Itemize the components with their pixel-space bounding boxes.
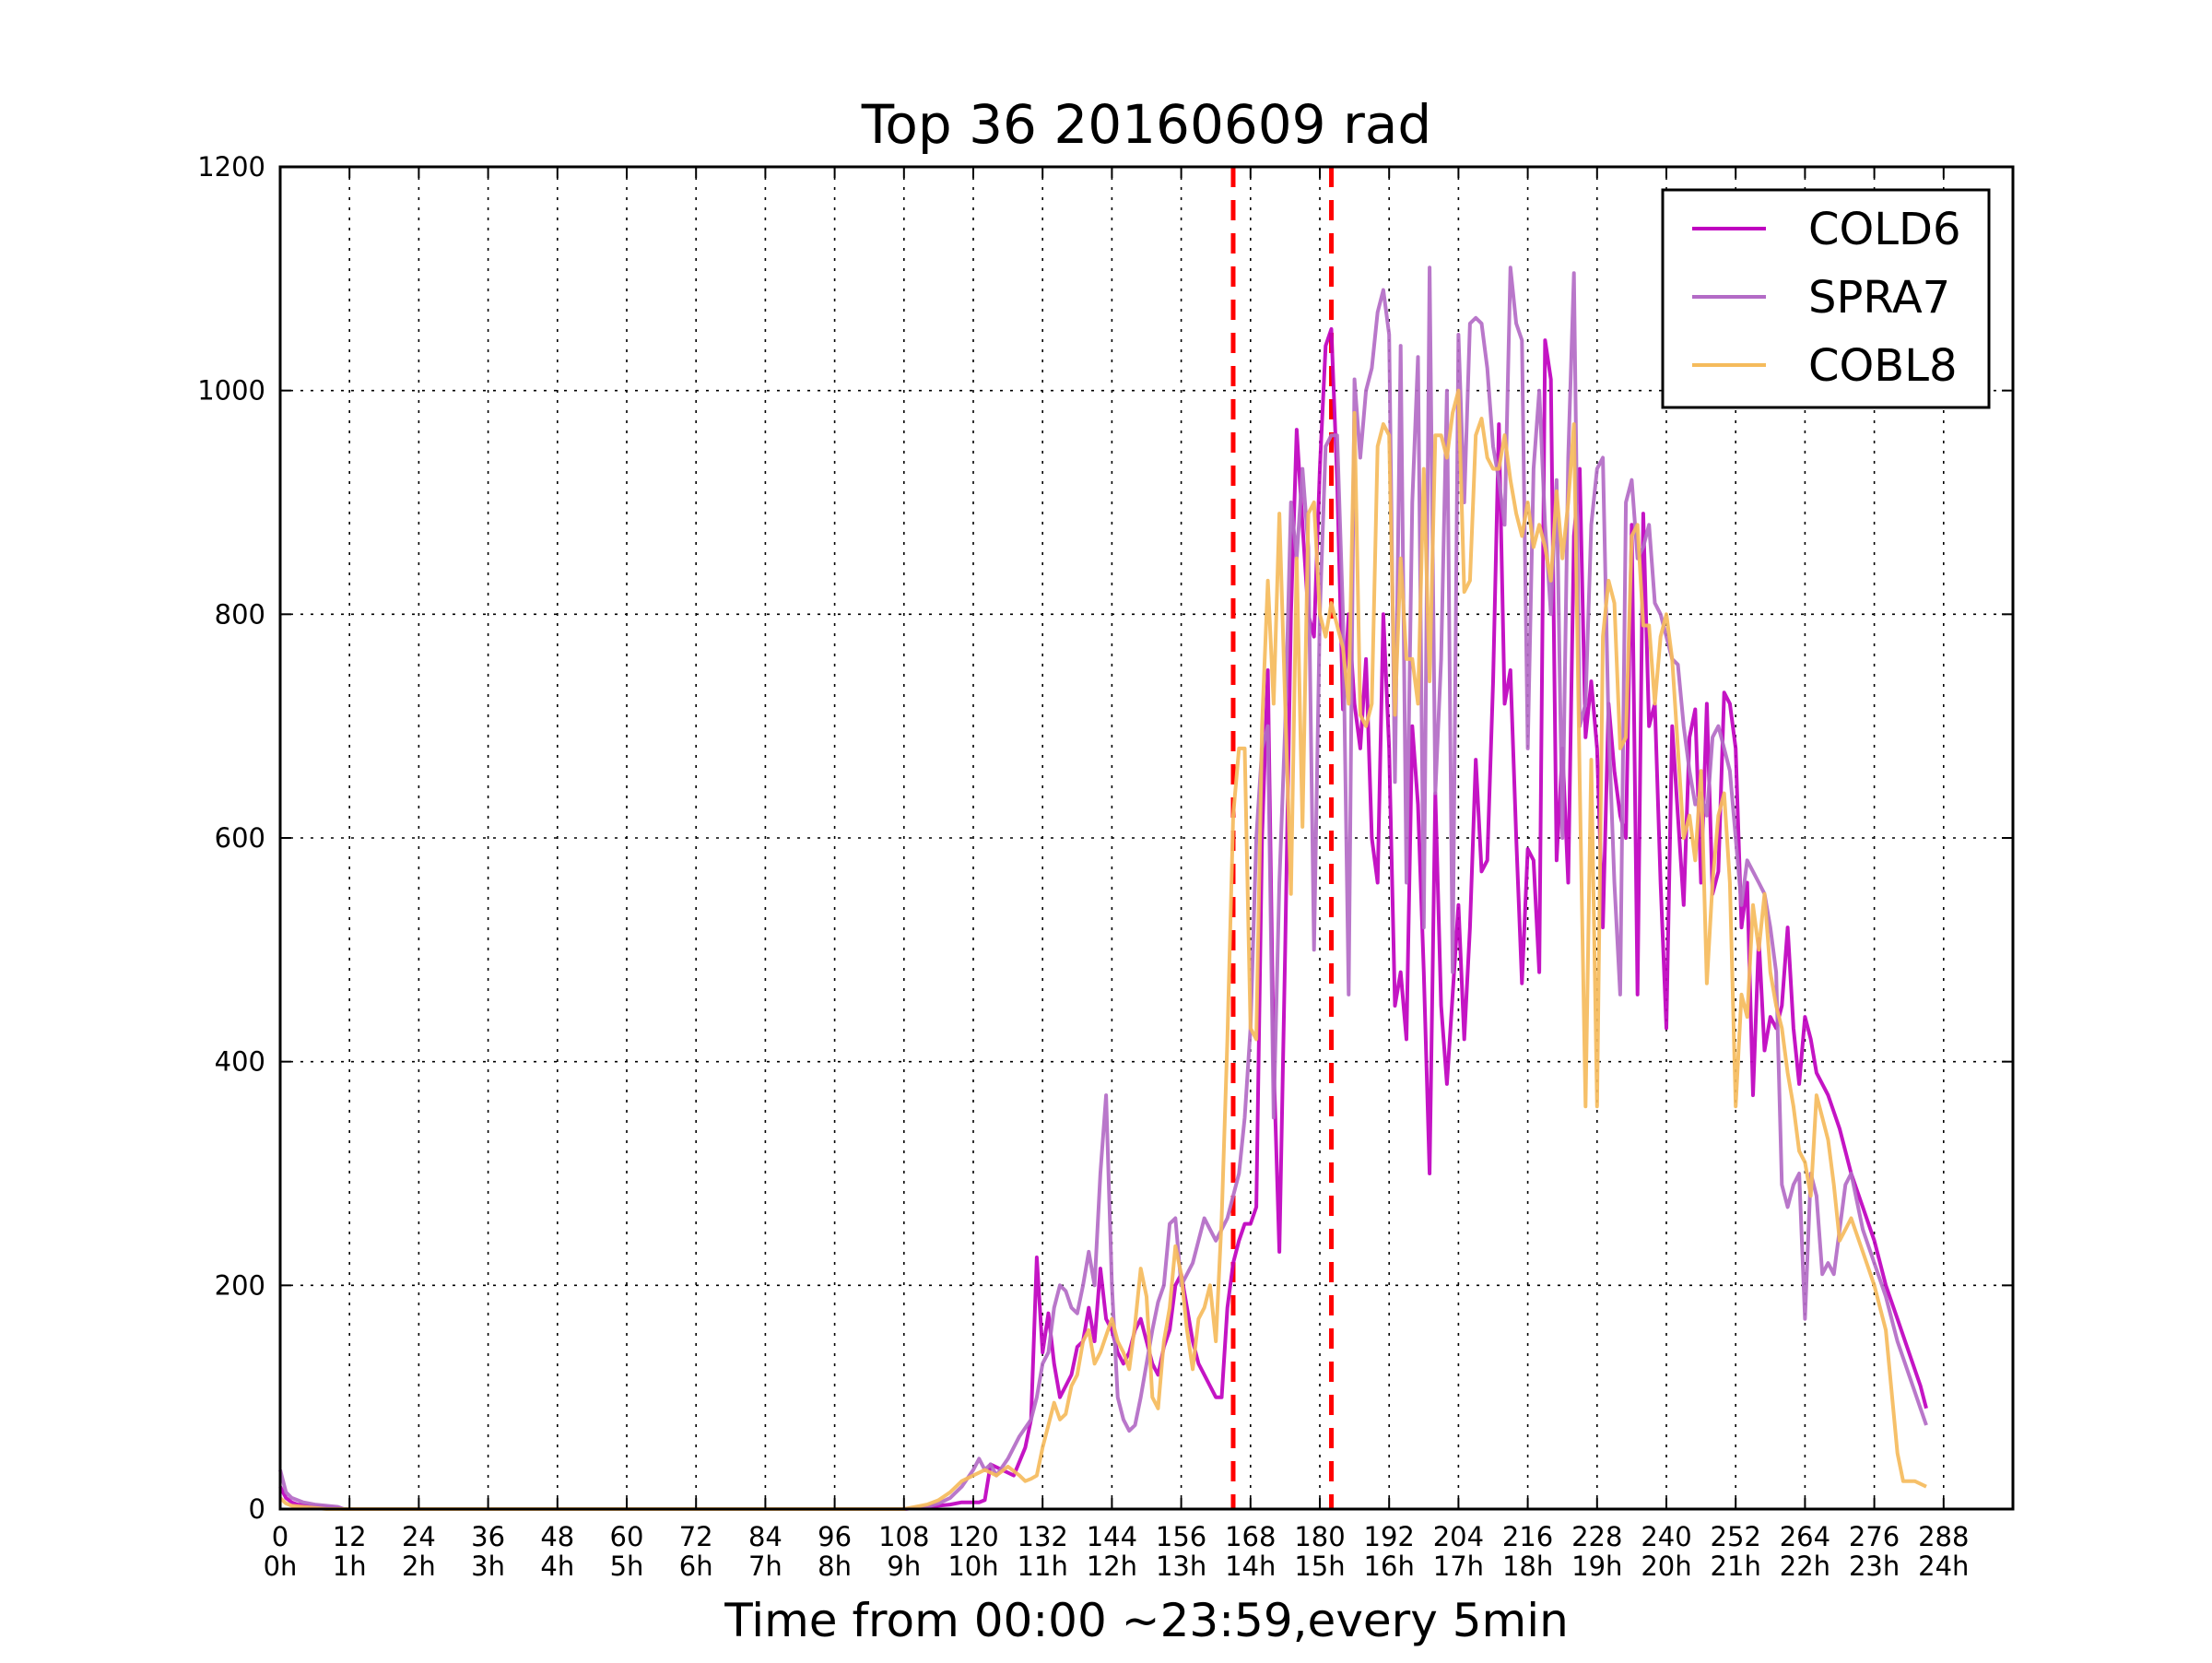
- legend-label-cobl8: COBL8: [1808, 340, 1958, 392]
- y-tick-label: 1000: [197, 375, 265, 407]
- x-tick-label-hour: 10h: [947, 1551, 998, 1582]
- x-tick-label: 96: [818, 1521, 852, 1552]
- x-tick-label-hour: 18h: [1502, 1551, 1553, 1582]
- y-tick-label: 400: [215, 1046, 265, 1078]
- legend-label-cold6: COLD6: [1808, 204, 1961, 255]
- x-tick-label: 120: [947, 1521, 998, 1552]
- series-line-cold6: [278, 326, 1928, 1511]
- x-tick-label: 12: [333, 1521, 367, 1552]
- x-tick-label: 132: [1018, 1521, 1068, 1552]
- x-tick-label-hour: 13h: [1156, 1551, 1206, 1582]
- x-tick-label: 180: [1294, 1521, 1345, 1552]
- x-tick-label: 228: [1571, 1521, 1622, 1552]
- x-tick-label: 0: [272, 1521, 288, 1552]
- x-tick-label: 216: [1502, 1521, 1553, 1552]
- x-tick-label: 72: [679, 1521, 713, 1552]
- x-tick-label-hour: 15h: [1294, 1551, 1345, 1582]
- x-tick-label: 276: [1849, 1521, 1900, 1552]
- x-axis-label: Time from 00:00 ~23:59,every 5min: [724, 1594, 1569, 1647]
- x-tick-label: 84: [748, 1521, 782, 1552]
- series-line-cobl8: [278, 388, 1927, 1511]
- x-tick-label-hour: 19h: [1571, 1551, 1622, 1582]
- x-tick-label-hour: 20h: [1641, 1551, 1691, 1582]
- x-tick-label-hour: 7h: [748, 1551, 782, 1582]
- x-tick-label: 60: [610, 1521, 644, 1552]
- x-tick-label: 48: [540, 1521, 574, 1552]
- x-tick-label: 168: [1225, 1521, 1276, 1552]
- x-tick-label: 24: [402, 1521, 436, 1552]
- x-tick-label: 288: [1918, 1521, 1969, 1552]
- x-tick-label-hour: 21h: [1711, 1551, 1761, 1582]
- series-lines: [278, 265, 1928, 1511]
- x-tick-label-hour: 2h: [402, 1551, 436, 1582]
- x-tick-label-hour: 23h: [1849, 1551, 1900, 1582]
- x-tick-label-hour: 6h: [679, 1551, 713, 1582]
- legend: COLD6 SPRA7 COBL8: [1661, 188, 1991, 409]
- x-tick-label-hour: 4h: [540, 1551, 574, 1582]
- x-tick-label-hour: 8h: [818, 1551, 852, 1582]
- x-tick-label: 144: [1087, 1521, 1137, 1552]
- x-tick-label: 36: [471, 1521, 505, 1552]
- x-tick-label-hour: 1h: [333, 1551, 367, 1582]
- x-tick-label-hour: 12h: [1087, 1551, 1137, 1582]
- x-tick-label-hour: 16h: [1364, 1551, 1415, 1582]
- x-tick-label-hour: 5h: [610, 1551, 644, 1582]
- chart-title: Top 36 20160609 rad: [861, 93, 1431, 156]
- x-tick-label: 108: [878, 1521, 929, 1552]
- x-tick-label-hour: 9h: [887, 1551, 921, 1582]
- x-tick-label: 252: [1711, 1521, 1761, 1552]
- x-tick-label-hour: 14h: [1225, 1551, 1276, 1582]
- x-tick-label: 156: [1156, 1521, 1206, 1552]
- x-tick-label: 264: [1780, 1521, 1830, 1552]
- x-tick-label: 192: [1364, 1521, 1415, 1552]
- x-tick-label-hour: 3h: [471, 1551, 505, 1582]
- axis-ticks: 00h121h242h363h484h605h726h847h968h1089h…: [197, 151, 2013, 1582]
- y-tick-label: 600: [215, 822, 265, 854]
- y-tick-label: 800: [215, 598, 265, 630]
- x-tick-label-hour: 24h: [1918, 1551, 1969, 1582]
- x-tick-label-hour: 11h: [1018, 1551, 1068, 1582]
- x-tick-label-hour: 0h: [264, 1551, 298, 1582]
- x-tick-label: 240: [1641, 1521, 1691, 1552]
- legend-label-spra7: SPRA7: [1808, 272, 1950, 324]
- y-tick-label: 1200: [197, 151, 265, 183]
- x-tick-label-hour: 17h: [1433, 1551, 1484, 1582]
- y-tick-label: 200: [215, 1269, 265, 1301]
- y-tick-label: 0: [249, 1493, 265, 1525]
- x-tick-label: 204: [1433, 1521, 1484, 1552]
- x-tick-label-hour: 22h: [1780, 1551, 1830, 1582]
